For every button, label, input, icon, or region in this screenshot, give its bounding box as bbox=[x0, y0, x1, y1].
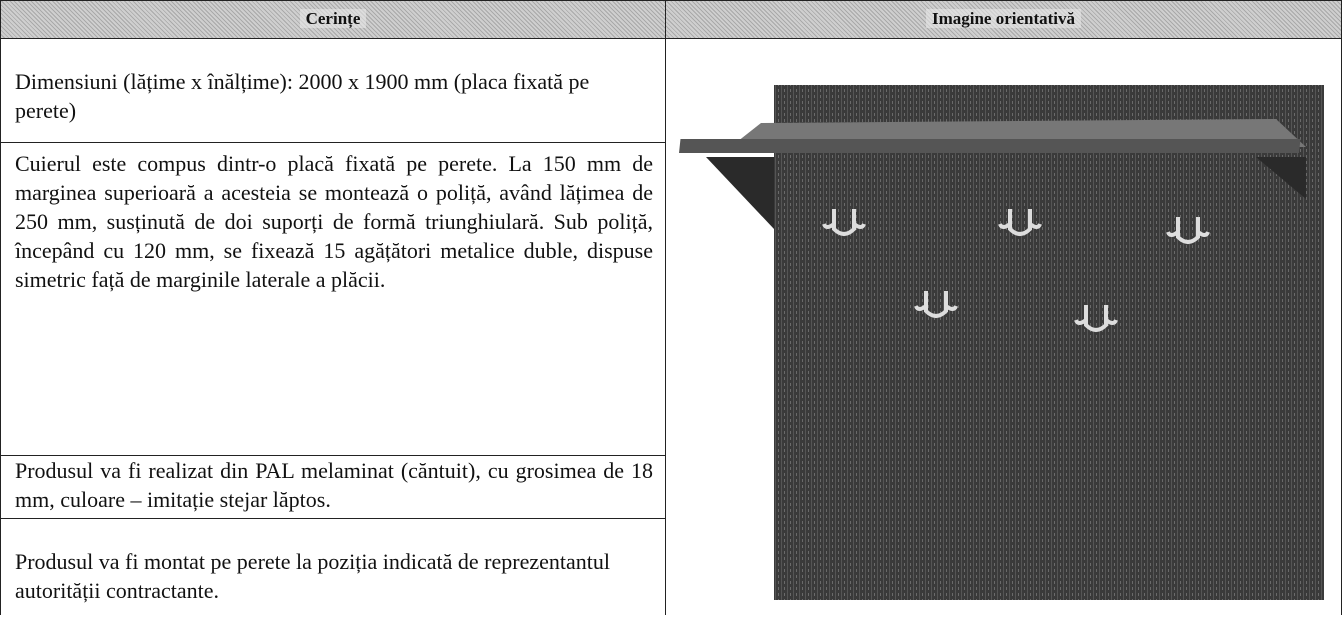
bracket bbox=[1256, 157, 1306, 199]
header-cell: Cerințe bbox=[0, 0, 666, 39]
requirement-text: Dimensiuni (lățime x înălțime): 2000 x 1… bbox=[15, 69, 590, 123]
coat-rack-image bbox=[679, 85, 1324, 600]
hooks bbox=[822, 209, 1210, 332]
requirement-cell: Cuierul este compus dintr-o placă fixată… bbox=[0, 142, 666, 456]
header-text: Imagine orientativă bbox=[925, 9, 1082, 28]
back-panel bbox=[774, 85, 1324, 600]
requirement-text: Cuierul este compus dintr-o placă fixată… bbox=[15, 151, 653, 292]
requirement-cell: Produsul va fi montat pe perete la poziț… bbox=[0, 518, 666, 615]
header-cell: Imagine orientativă bbox=[665, 0, 1342, 39]
requirement-cell: Dimensiuni (lățime x înălțime): 2000 x 1… bbox=[0, 38, 666, 143]
header-text: Cerințe bbox=[299, 9, 367, 28]
bracket bbox=[706, 157, 774, 229]
image-cell bbox=[665, 38, 1342, 615]
requirement-text: Produsul va fi montat pe perete la poziț… bbox=[15, 549, 610, 603]
shelf-edge bbox=[679, 139, 1301, 153]
requirement-text: Produsul va fi realizat din PAL melamina… bbox=[15, 458, 653, 512]
requirement-cell: Produsul va fi realizat din PAL melamina… bbox=[0, 455, 666, 519]
